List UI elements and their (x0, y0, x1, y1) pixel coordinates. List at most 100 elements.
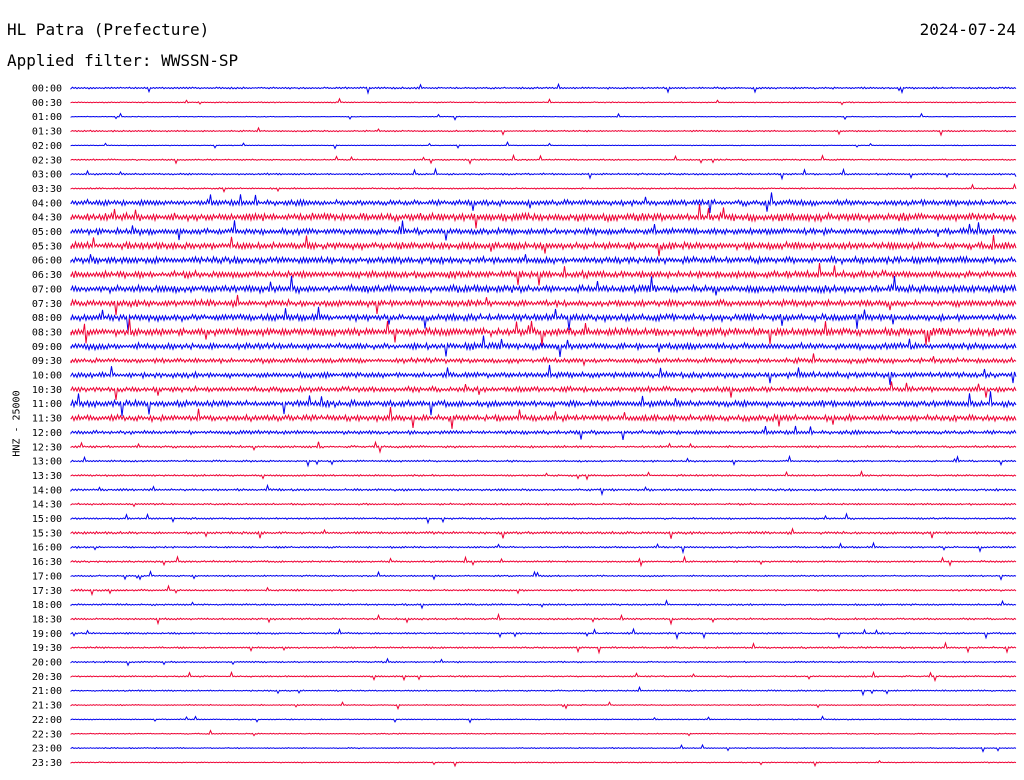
trace-line (70, 454, 1017, 468)
time-tick-label: 00:00 (32, 84, 62, 95)
time-tick-label: 11:00 (32, 399, 62, 410)
time-tick-label: 04:30 (32, 213, 62, 224)
time-tick-label: 13:00 (32, 457, 62, 468)
trace-line (70, 220, 1017, 241)
trace-line (70, 381, 1017, 400)
time-tick-label: 21:00 (32, 686, 62, 697)
time-tick-label: 15:00 (32, 514, 62, 525)
trace-line (70, 391, 1017, 417)
time-tick-label: 11:30 (32, 414, 62, 425)
trace-line (70, 657, 1017, 667)
trace-line (70, 729, 1017, 737)
trace-line (70, 715, 1017, 724)
time-tick-label: 19:30 (32, 643, 62, 654)
trace-line (70, 701, 1017, 711)
trace-line (70, 306, 1017, 332)
trace-line (70, 275, 1017, 296)
trace-line (70, 294, 1017, 316)
trace-line (70, 425, 1017, 440)
trace-line (70, 364, 1017, 385)
trace-line (70, 204, 1017, 229)
trace-line (70, 140, 1017, 150)
trace-line (70, 97, 1017, 106)
trace-line (70, 318, 1017, 347)
trace-line (70, 541, 1017, 555)
station-title: HL Patra (Prefecture) (7, 20, 210, 39)
time-tick-label: 07:00 (32, 284, 62, 295)
trace-line (70, 670, 1017, 683)
time-tick-label: 01:00 (32, 112, 62, 123)
time-tick-label: 00:30 (32, 98, 62, 109)
trace-line (70, 126, 1017, 137)
time-tick-label: 17:00 (32, 571, 62, 582)
trace-line (70, 584, 1017, 597)
trace-line (70, 685, 1017, 697)
filter-label: Applied filter: WWSSN-SP (7, 51, 239, 70)
trace-line (70, 512, 1017, 525)
trace-line (70, 599, 1017, 610)
time-tick-label: 18:00 (32, 600, 62, 611)
trace-line (70, 112, 1017, 121)
time-tick-label: 23:00 (32, 744, 62, 755)
time-tick-label: 03:00 (32, 170, 62, 181)
trace-line (70, 235, 1017, 257)
trace-line (70, 627, 1017, 641)
trace-line (70, 555, 1017, 568)
time-tick-label: 16:00 (32, 543, 62, 554)
time-tick-label: 12:00 (32, 428, 62, 439)
time-tick-label: 02:30 (32, 155, 62, 166)
trace-line (70, 82, 1017, 95)
trace-line (70, 192, 1017, 214)
trace-line (70, 470, 1017, 481)
trace-line (70, 182, 1017, 194)
trace-line (70, 759, 1017, 768)
trace-line (70, 263, 1017, 286)
time-tick-label: 05:00 (32, 227, 62, 238)
trace-line (70, 440, 1017, 454)
time-tick-label: 14:00 (32, 485, 62, 496)
time-tick-label: 23:30 (32, 758, 62, 769)
trace-line (70, 406, 1017, 429)
time-tick-label: 07:30 (32, 299, 62, 310)
time-tick-label: 08:30 (32, 327, 62, 338)
date-label: 2024-07-24 (919, 20, 1016, 39)
trace-line (70, 153, 1017, 165)
time-tick-label: 15:30 (32, 528, 62, 539)
trace-line (70, 743, 1017, 753)
time-tick-label: 06:00 (32, 256, 62, 267)
time-tick-label: 22:00 (32, 715, 62, 726)
trace-line (70, 483, 1017, 497)
trace-line (70, 641, 1017, 655)
time-tick-label: 21:30 (32, 701, 62, 712)
trace-line (70, 527, 1017, 539)
trace-line (70, 570, 1017, 581)
time-tick-label: 14:30 (32, 500, 62, 511)
time-tick-label: 02:00 (32, 141, 62, 152)
time-tick-label: 06:30 (32, 270, 62, 281)
time-tick-label: 09:00 (32, 342, 62, 353)
time-tick-label: 09:30 (32, 356, 62, 367)
time-tick-label: 01:30 (32, 127, 62, 138)
time-tick-label: 19:00 (32, 629, 62, 640)
time-tick-label: 17:30 (32, 586, 62, 597)
time-tick-label: 20:00 (32, 658, 62, 669)
trace-line (70, 353, 1017, 367)
time-tick-label: 10:30 (32, 385, 62, 396)
time-tick-label: 05:30 (32, 241, 62, 252)
time-tick-label: 08:00 (32, 313, 62, 324)
time-tick-label: 03:30 (32, 184, 62, 195)
trace-line (70, 254, 1017, 266)
time-tick-label: 13:30 (32, 471, 62, 482)
time-tick-label: 12:30 (32, 442, 62, 453)
trace-line (70, 612, 1017, 626)
time-tick-label: 10:00 (32, 371, 62, 382)
time-tick-label: 22:30 (32, 729, 62, 740)
time-tick-label: 16:30 (32, 557, 62, 568)
time-tick-label: 04:00 (32, 198, 62, 209)
time-tick-label: 18:30 (32, 614, 62, 625)
time-tick-label: 20:30 (32, 672, 62, 683)
trace-line (70, 502, 1017, 508)
trace-line (70, 335, 1017, 357)
trace-line (70, 167, 1017, 181)
